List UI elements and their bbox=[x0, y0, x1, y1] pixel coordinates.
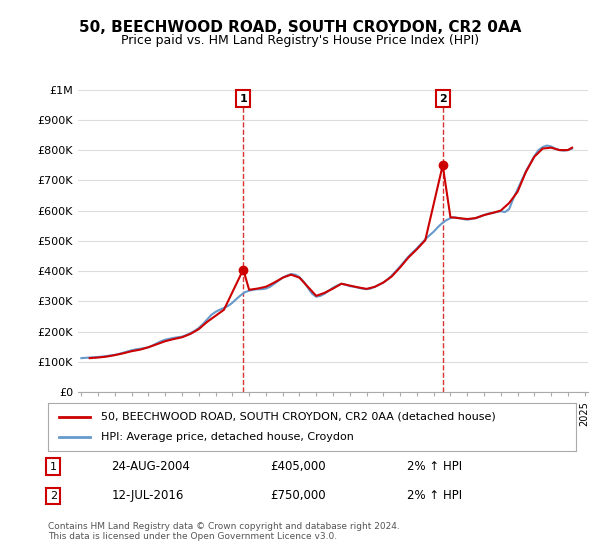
Text: Price paid vs. HM Land Registry's House Price Index (HPI): Price paid vs. HM Land Registry's House … bbox=[121, 34, 479, 46]
Text: 2: 2 bbox=[439, 94, 446, 104]
Text: 1: 1 bbox=[239, 94, 247, 104]
Text: 2: 2 bbox=[50, 491, 57, 501]
Text: £405,000: £405,000 bbox=[270, 460, 325, 473]
Text: 2% ↑ HPI: 2% ↑ HPI bbox=[407, 460, 462, 473]
Text: 50, BEECHWOOD ROAD, SOUTH CROYDON, CR2 0AA: 50, BEECHWOOD ROAD, SOUTH CROYDON, CR2 0… bbox=[79, 20, 521, 35]
Text: HPI: Average price, detached house, Croydon: HPI: Average price, detached house, Croy… bbox=[101, 432, 353, 442]
Text: 24-AUG-2004: 24-AUG-2004 bbox=[112, 460, 190, 473]
Text: 1: 1 bbox=[50, 461, 57, 472]
Text: 50, BEECHWOOD ROAD, SOUTH CROYDON, CR2 0AA (detached house): 50, BEECHWOOD ROAD, SOUTH CROYDON, CR2 0… bbox=[101, 412, 496, 422]
Text: 12-JUL-2016: 12-JUL-2016 bbox=[112, 489, 184, 502]
Text: Contains HM Land Registry data © Crown copyright and database right 2024.
This d: Contains HM Land Registry data © Crown c… bbox=[48, 522, 400, 542]
Text: 2% ↑ HPI: 2% ↑ HPI bbox=[407, 489, 462, 502]
Text: £750,000: £750,000 bbox=[270, 489, 325, 502]
